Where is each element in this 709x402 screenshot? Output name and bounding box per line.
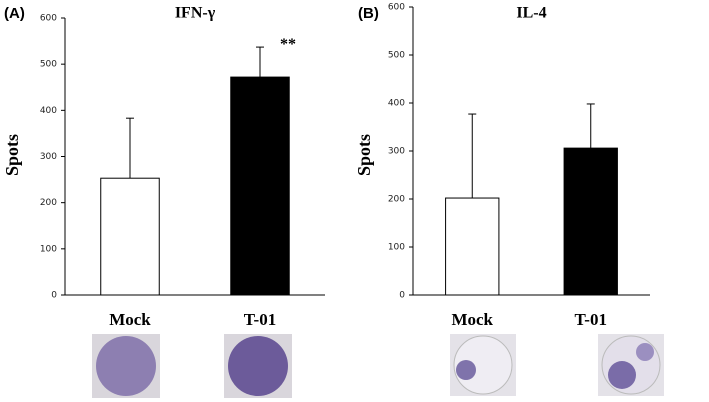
y-tick-label: 400: [40, 106, 57, 116]
y-tick-label: 200: [40, 198, 57, 208]
well-image: [228, 336, 288, 396]
chart-title: IFN-γ: [175, 5, 216, 22]
y-tick-label: 300: [388, 147, 405, 157]
y-axis-label: Spots: [2, 134, 22, 176]
y-tick-label: 500: [388, 51, 405, 61]
bar: [563, 147, 618, 296]
panel-label: (B): [358, 5, 379, 22]
y-axis-label: Spots: [354, 134, 374, 176]
y-tick-label: 600: [388, 3, 405, 13]
bar: [100, 177, 160, 296]
x-tick-label: Mock: [451, 310, 493, 329]
x-tick-label: Mock: [109, 310, 151, 329]
annotation: **: [280, 36, 296, 53]
y-tick-label: 300: [40, 152, 57, 162]
well-images: [92, 334, 664, 398]
y-tick-label: 0: [51, 291, 57, 301]
bar: [230, 76, 290, 296]
well-image: [456, 360, 476, 380]
bar: [445, 197, 500, 296]
y-tick-label: 0: [399, 291, 405, 301]
panel-label: (A): [4, 5, 25, 22]
y-tick-label: 200: [388, 195, 405, 205]
y-tick-label: 100: [40, 244, 57, 254]
chart-title: IL-4: [516, 5, 546, 22]
y-tick-label: 600: [40, 14, 57, 24]
well-image: [608, 361, 636, 389]
x-tick-label: T-01: [575, 310, 607, 329]
y-tick-label: 500: [40, 60, 57, 70]
y-tick-label: 400: [388, 99, 405, 109]
y-tick-label: 100: [388, 243, 405, 253]
x-tick-label: T-01: [244, 310, 276, 329]
well-image: [96, 336, 156, 396]
well-image: [636, 343, 654, 361]
